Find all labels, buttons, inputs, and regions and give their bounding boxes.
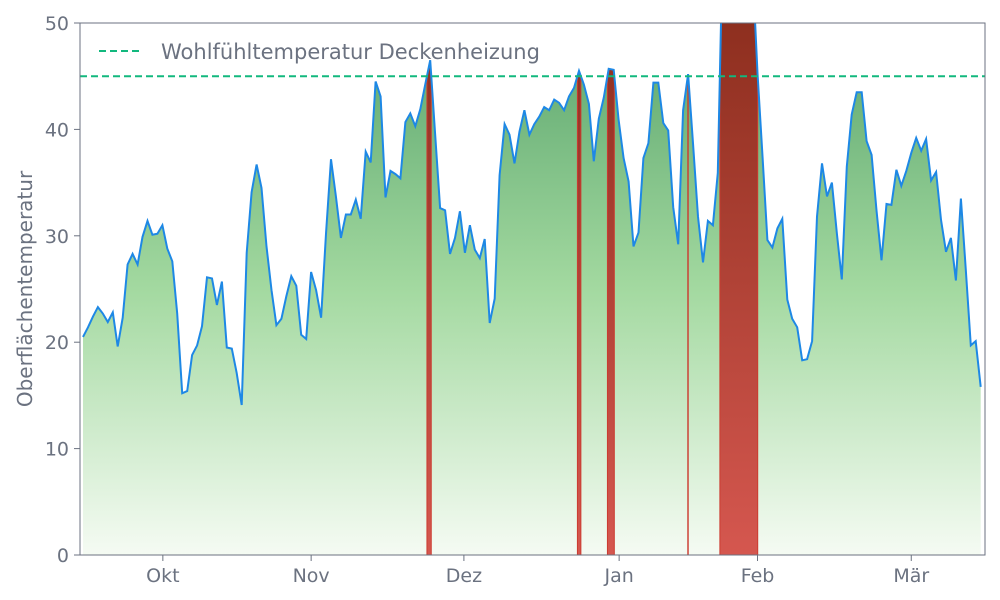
legend: Wohlfühltemperatur Deckenheizung (99, 40, 540, 64)
over-threshold-region (719, 23, 759, 555)
x-tick-label: Nov (293, 565, 330, 587)
y-tick-label: 50 (45, 13, 69, 35)
legend-threshold-label: Wohlfühltemperatur Deckenheizung (161, 40, 540, 64)
temperature-line (82, 23, 982, 406)
x-tick-label: Okt (146, 565, 179, 587)
x-axis: Okt Nov Dez Jan Feb Mär (146, 555, 929, 587)
y-tick-label: 30 (45, 226, 69, 248)
y-axis: 0 10 20 30 40 50 (45, 13, 80, 567)
over-threshold-region (576, 69, 582, 555)
y-tick-label: 10 (45, 439, 69, 461)
plot-area (80, 23, 985, 555)
y-tick-label: 20 (45, 332, 69, 354)
over-threshold-region (426, 60, 432, 555)
x-tick-label: Mär (893, 565, 929, 587)
x-tick-label: Feb (741, 565, 775, 587)
x-tick-label: Jan (603, 565, 633, 587)
over-threshold-region (606, 68, 615, 555)
temperature-area (83, 23, 981, 555)
plot-frame (79, 22, 986, 556)
y-tick-label: 40 (45, 119, 69, 141)
x-tick-label: Dez (446, 565, 482, 587)
y-axis-label: Oberflächentemperatur (13, 170, 37, 407)
y-tick-label: 0 (57, 545, 69, 567)
